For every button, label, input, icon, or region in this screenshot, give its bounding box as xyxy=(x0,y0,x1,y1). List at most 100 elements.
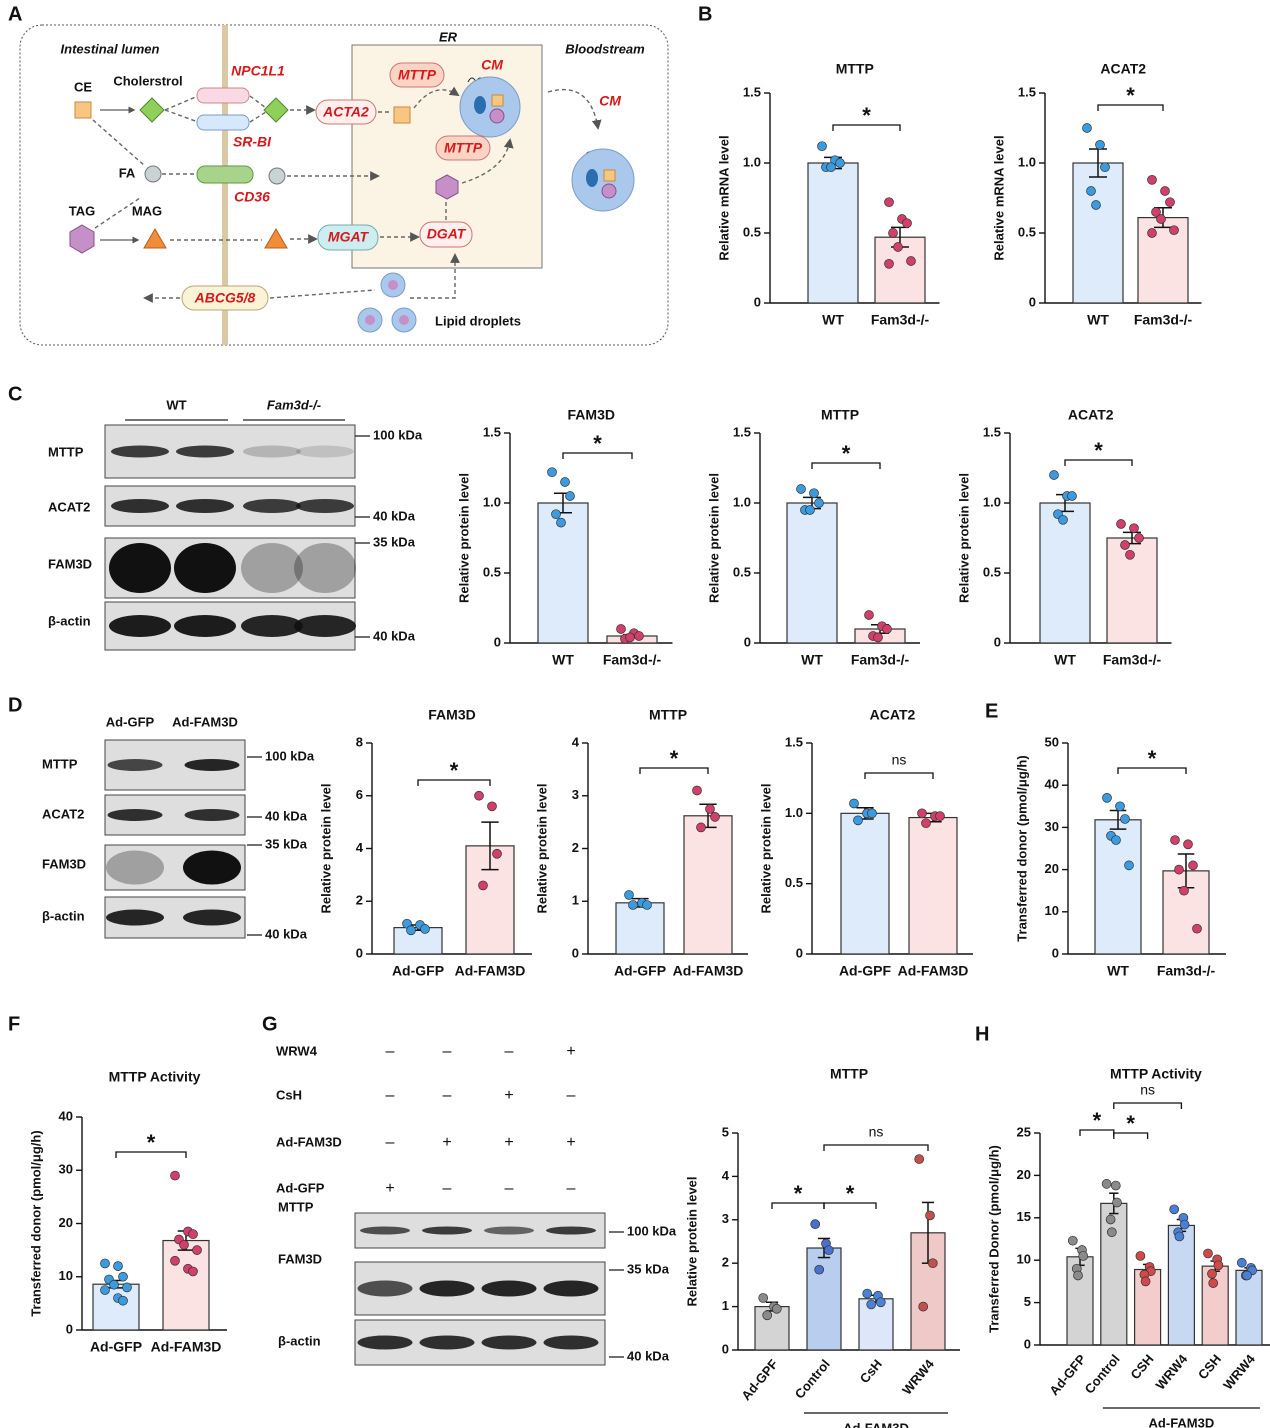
mag-icon xyxy=(264,228,288,249)
data-point xyxy=(906,256,916,266)
data-point xyxy=(888,228,898,238)
icon xyxy=(491,94,504,107)
region-label: Intestinal lumen xyxy=(61,41,160,56)
y-tick-label: 10 xyxy=(1017,1252,1031,1267)
significance-bracket xyxy=(1113,1132,1149,1139)
significance-label: * xyxy=(842,441,851,466)
y-tick-label: 3 xyxy=(722,1211,729,1226)
icon xyxy=(474,96,486,114)
significance-label: * xyxy=(846,1181,855,1206)
bar xyxy=(1072,162,1124,304)
gene-label: MTTP xyxy=(444,140,483,156)
bar xyxy=(393,927,443,955)
icon xyxy=(586,169,598,187)
y-axis-label: Relative protein level xyxy=(758,783,773,913)
significance-bracket xyxy=(864,772,934,779)
blot-row-label: β-actin xyxy=(48,613,91,628)
data-point xyxy=(902,218,912,229)
data-point xyxy=(1116,519,1126,529)
y-tick-label: 0 xyxy=(572,945,579,960)
blot-row-label: MTTP xyxy=(42,756,78,771)
y-tick-label: 0 xyxy=(356,945,363,960)
blot-band xyxy=(296,445,354,458)
blot-band xyxy=(296,499,354,513)
y-tick-label: 3 xyxy=(572,787,579,802)
x-tick-label: CsH xyxy=(857,1356,885,1386)
blot-band xyxy=(106,850,164,885)
data-point xyxy=(487,801,497,812)
x-tick-label: WT xyxy=(801,652,823,668)
blot-band xyxy=(294,615,356,637)
y-tick-label: 0 xyxy=(796,945,803,960)
y-tick-label: 20 xyxy=(1045,861,1059,876)
icon xyxy=(399,315,409,325)
significance-label: * xyxy=(1126,1111,1135,1136)
data-point xyxy=(192,1245,202,1255)
cholesterol-icon xyxy=(139,97,165,123)
data-point xyxy=(1151,207,1161,217)
y-tick-label: 1.0 xyxy=(983,494,1001,509)
icon xyxy=(489,108,505,124)
panel-label: D xyxy=(8,694,22,716)
y-tick-label: 0 xyxy=(994,634,1001,649)
data-point xyxy=(835,158,845,168)
gene-label: ACTA2 xyxy=(322,104,369,120)
blot-group-label: Fam3d-/- xyxy=(267,397,321,412)
significance-bracket xyxy=(832,124,901,131)
data-point xyxy=(551,509,561,520)
data-point xyxy=(1058,514,1068,525)
y-axis-label: Relative protein level xyxy=(456,473,471,603)
blot-band xyxy=(111,499,169,513)
data-point xyxy=(560,477,570,487)
y-axis-label: Relative mRNA level xyxy=(991,135,1006,260)
blot-band xyxy=(107,759,163,771)
y-tick-label: 0.5 xyxy=(1018,224,1036,239)
bar xyxy=(1100,1202,1128,1346)
y-tick-label: 1.5 xyxy=(483,424,501,439)
y-tick-label: 0.5 xyxy=(983,564,1001,579)
membrane xyxy=(222,25,228,345)
marker-label: 40 kDa xyxy=(627,1348,670,1363)
y-axis-label: Relative protein level xyxy=(706,473,721,603)
treatment-sign: – xyxy=(567,1087,576,1104)
data-point xyxy=(1188,860,1198,871)
blot-band xyxy=(176,445,234,458)
fa-icon xyxy=(144,165,162,183)
significance-bracket xyxy=(115,1151,187,1158)
x-tick-label: Ad-FAM3D xyxy=(673,963,744,979)
data-point xyxy=(796,484,806,494)
data-point xyxy=(170,1255,180,1266)
y-tick-label: 1 xyxy=(722,1298,729,1313)
significance-bracket xyxy=(823,1202,877,1209)
blot-row-label: FAM3D xyxy=(48,556,92,571)
y-tick-label: 10 xyxy=(1045,903,1059,918)
x-tick-label: CSH xyxy=(1195,1351,1224,1382)
data-point xyxy=(867,808,877,819)
error-bar xyxy=(481,821,499,871)
pill xyxy=(389,62,445,88)
label: FA xyxy=(119,165,136,180)
data-point xyxy=(113,1261,123,1271)
group-label: Ad-FAM3D xyxy=(1149,1415,1215,1428)
data-point xyxy=(1124,860,1134,871)
transporter xyxy=(196,114,250,131)
bar xyxy=(754,1305,790,1351)
significance-label: * xyxy=(862,103,871,128)
transporter xyxy=(196,165,254,184)
gene-label: MTTP xyxy=(398,67,437,83)
significance-label: ns xyxy=(892,752,907,768)
x-tick-label: Ad-FAM3D xyxy=(898,963,969,979)
y-tick-label: 4 xyxy=(722,1168,730,1183)
treatment-label: CsH xyxy=(276,1087,302,1102)
data-point xyxy=(188,1229,198,1240)
significance-bracket xyxy=(811,462,881,469)
significance-label: * xyxy=(593,431,602,456)
y-tick-label: 1.5 xyxy=(1018,84,1036,99)
label: Lipid droplets xyxy=(435,313,521,328)
data-point xyxy=(547,467,557,478)
blot-band xyxy=(109,543,171,593)
blot-band xyxy=(546,1226,596,1235)
blot-group-label: Ad-GFP xyxy=(106,714,155,729)
y-tick-label: 0 xyxy=(722,1341,729,1356)
significance-label: * xyxy=(670,746,679,771)
